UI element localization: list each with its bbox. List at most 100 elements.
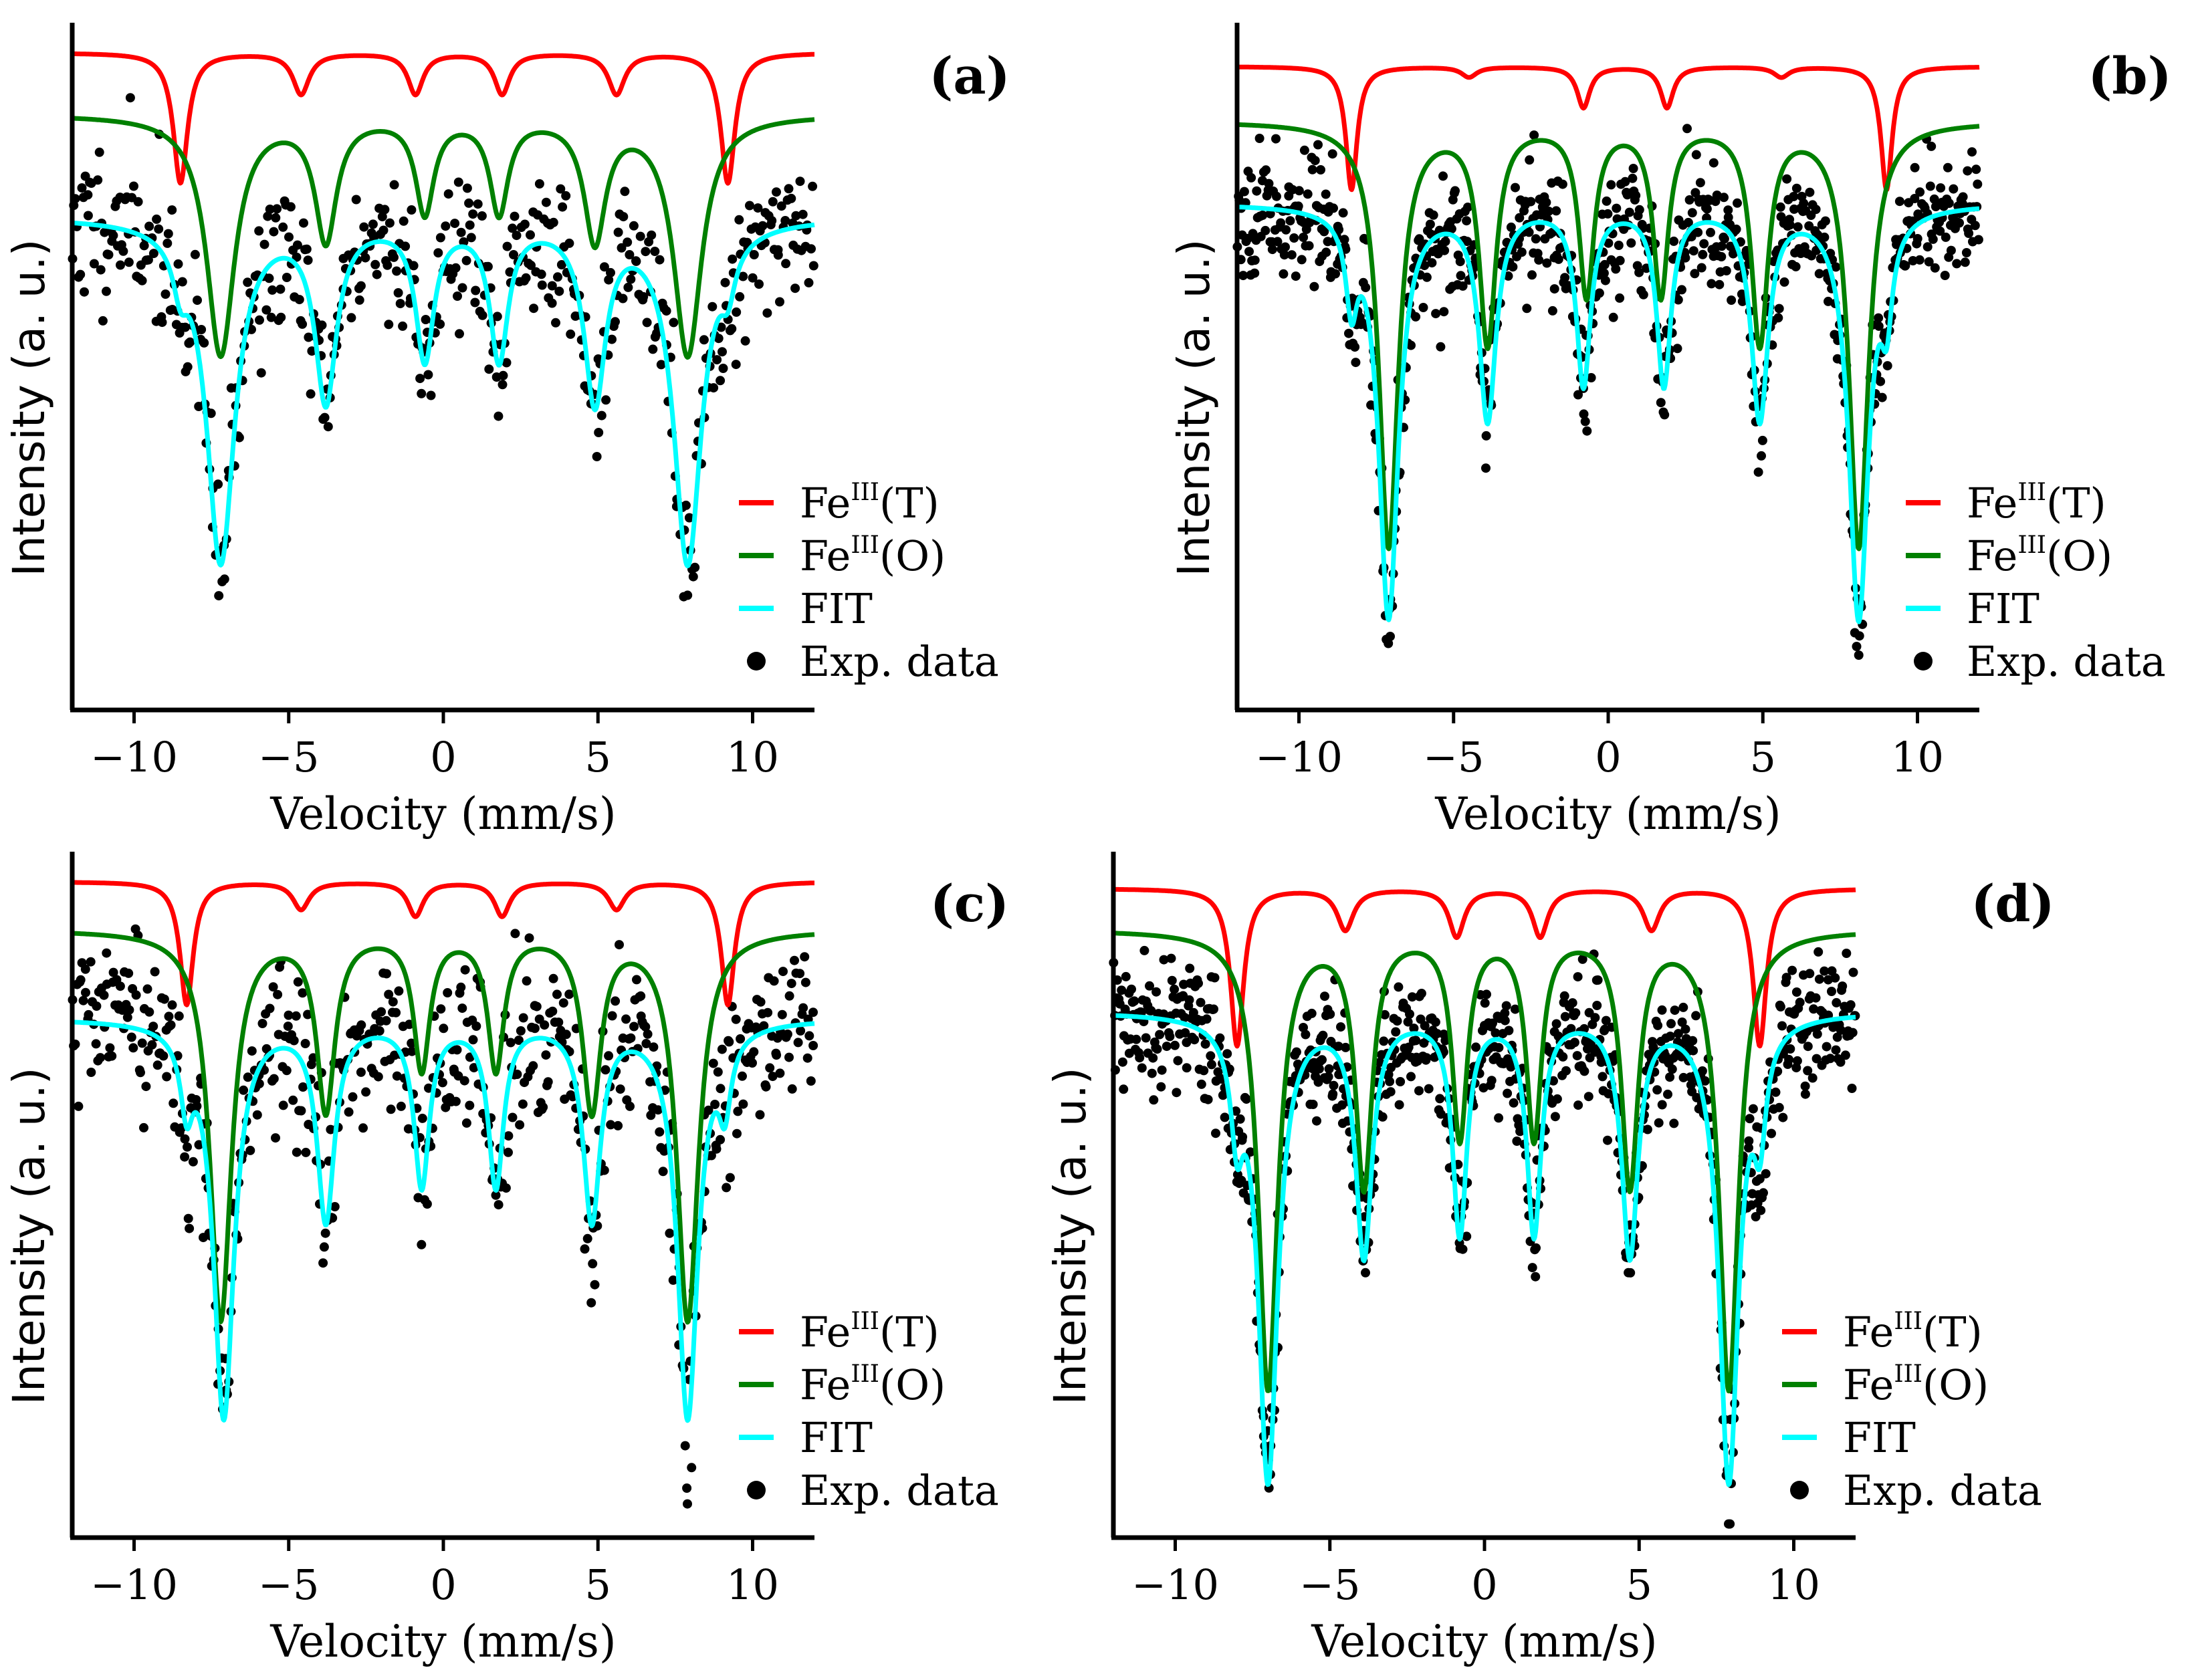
exp-data-point — [1691, 150, 1701, 160]
exp-data-point — [808, 1041, 818, 1050]
exp-data-point — [716, 322, 726, 332]
exp-data-point — [1462, 1231, 1472, 1241]
exp-data-point — [1963, 166, 1973, 176]
exp-data-point — [1773, 313, 1783, 323]
exp-data-point — [167, 1000, 177, 1010]
exp-data-point — [1614, 241, 1624, 250]
exp-data-point — [688, 572, 698, 582]
exp-data-point — [718, 364, 728, 373]
exp-data-point — [394, 986, 404, 996]
exp-data-point — [1239, 187, 1249, 197]
exp-data-point — [1611, 264, 1621, 274]
exp-data-point — [510, 929, 520, 939]
exp-data-point — [1826, 1054, 1836, 1064]
exp-data-point — [1601, 1015, 1611, 1026]
exp-data-point — [1418, 303, 1428, 312]
exp-data-point — [1778, 1112, 1788, 1122]
exp-data-point — [1308, 1100, 1318, 1109]
exp-data-point — [1245, 1147, 1255, 1157]
exp-data-point — [596, 410, 607, 421]
exp-data-point — [1281, 225, 1291, 235]
exp-data-point — [748, 1058, 757, 1068]
exp-data-point — [796, 1026, 806, 1036]
exp-data-point — [1925, 181, 1935, 191]
exp-data-point — [139, 241, 149, 251]
exp-data-point — [1317, 1055, 1327, 1065]
exp-data-point — [1657, 1100, 1667, 1110]
exp-data-point — [142, 984, 152, 994]
exp-data-point — [292, 1147, 302, 1157]
exp-data-point — [1759, 1188, 1768, 1198]
exp-data-point — [426, 390, 436, 400]
exp-data-point — [1361, 1268, 1370, 1278]
exp-data-point — [620, 187, 630, 197]
exp-data-point — [649, 1042, 659, 1052]
exp-data-point — [1836, 1025, 1846, 1035]
exp-data-point — [1638, 289, 1648, 299]
exp-data-point — [303, 1009, 313, 1019]
exp-data-point — [491, 1190, 501, 1200]
exp-data-point — [588, 1259, 598, 1269]
exp-data-point — [1119, 1084, 1129, 1094]
exp-data-point — [1235, 1114, 1245, 1124]
exp-data-point — [1199, 1066, 1209, 1076]
exp-data-point — [1246, 172, 1256, 183]
exp-data-point — [1551, 1019, 1561, 1029]
exp-data-point — [1688, 1036, 1698, 1046]
exp-data-point — [157, 318, 167, 328]
legend-label: FeIII(O) — [1967, 531, 2112, 580]
exp-data-point — [621, 1014, 631, 1024]
exp-data-point — [125, 93, 135, 103]
exp-data-point — [167, 205, 177, 215]
exp-data-point — [1673, 295, 1683, 305]
exp-data-point — [1624, 207, 1634, 217]
exp-data-point — [521, 273, 531, 283]
exp-data-point — [289, 1036, 299, 1046]
exp-data-point — [1508, 262, 1518, 272]
series-line-fit — [70, 1019, 816, 1423]
x-tick-label: 5 — [1626, 1560, 1652, 1609]
exp-data-point — [1250, 268, 1260, 278]
exp-data-point — [1586, 373, 1596, 382]
exp-data-point — [74, 1101, 84, 1111]
exp-data-point — [1775, 1002, 1785, 1011]
exp-data-point — [1936, 183, 1946, 193]
exp-data-point — [265, 205, 275, 214]
exp-data-point — [1840, 1050, 1850, 1060]
exp-data-point — [1820, 216, 1830, 226]
exp-data-point — [1687, 208, 1697, 218]
exp-data-point — [1414, 1086, 1424, 1096]
exp-data-point — [541, 1050, 551, 1060]
exp-data-point — [1462, 237, 1472, 247]
exp-data-point — [1699, 239, 1709, 249]
exp-data-point — [754, 279, 764, 289]
exp-data-point — [423, 370, 433, 380]
exp-data-point — [269, 1074, 279, 1084]
exp-data-point — [1615, 293, 1625, 303]
exp-data-point — [778, 967, 788, 977]
exp-data-point — [144, 1007, 154, 1017]
exp-data-point — [716, 1134, 726, 1145]
series-line-feiii-o- — [1235, 122, 1981, 552]
exp-data-point — [1463, 203, 1472, 212]
exp-data-point — [291, 1011, 301, 1021]
exp-data-point — [802, 1053, 812, 1063]
exp-data-point — [1579, 1066, 1589, 1076]
exp-data-point — [1244, 247, 1254, 257]
exp-data-point — [243, 1072, 253, 1082]
exp-data-point — [1379, 1036, 1389, 1046]
exp-data-point — [1910, 194, 1920, 203]
exp-data-point — [461, 255, 471, 265]
exp-data-point — [493, 1200, 504, 1210]
exp-data-point — [1791, 183, 1801, 193]
exp-data-point — [346, 313, 356, 323]
exp-data-point — [1480, 998, 1490, 1008]
exp-data-point — [278, 1100, 288, 1110]
exp-data-point — [1331, 269, 1340, 279]
exp-data-point — [1579, 409, 1589, 419]
exp-data-point — [450, 219, 460, 229]
legend-label: Exp. data — [800, 1466, 999, 1515]
exp-data-point — [1238, 271, 1248, 281]
exp-data-point — [1777, 1021, 1787, 1031]
exp-data-point — [459, 1076, 469, 1086]
